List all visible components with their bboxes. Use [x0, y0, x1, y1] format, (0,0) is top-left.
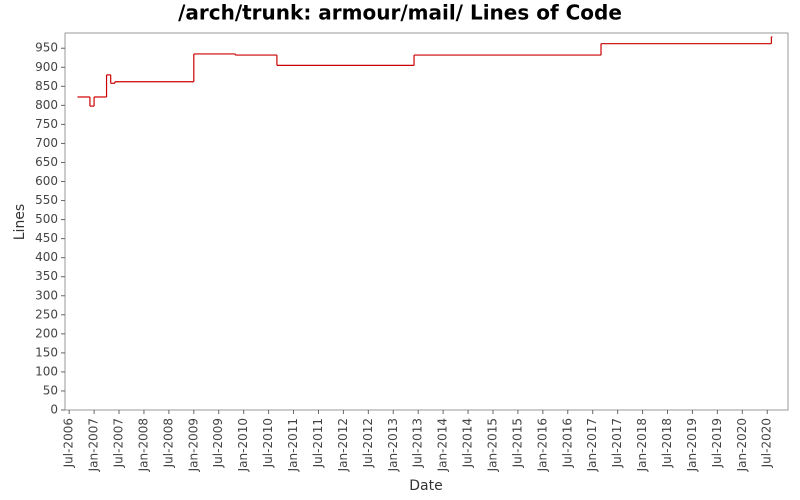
y-tick-label: 750: [35, 117, 58, 131]
y-tick-label: 450: [35, 231, 58, 245]
chart-title: /arch/trunk: armour/mail/ Lines of Code: [178, 1, 622, 25]
x-tick-label: Jul-2008: [161, 418, 175, 468]
x-tick-label: Jan-2013: [386, 418, 400, 472]
plot-area: [64, 32, 789, 411]
x-tick-label: Jan-2018: [635, 418, 649, 472]
x-tick-label: Jul-2017: [610, 418, 624, 468]
x-axis-label: Date: [409, 478, 442, 494]
y-tick-label: 900: [35, 60, 58, 74]
y-tick-label: 600: [35, 174, 58, 188]
x-tick-label: Jul-2012: [361, 418, 375, 468]
y-tick-label: 300: [35, 288, 58, 302]
y-tick-label: 250: [35, 307, 58, 321]
y-tick-label: 500: [35, 212, 58, 226]
y-axis-label: Lines: [12, 204, 28, 240]
x-tick-label: Jul-2019: [710, 418, 724, 468]
x-tick-label: Jan-2020: [735, 418, 749, 472]
x-tick-label: Jul-2014: [461, 418, 475, 468]
x-tick-label: Jul-2006: [62, 418, 76, 468]
y-tick-label: 550: [35, 193, 58, 207]
x-tick-label: Jan-2019: [685, 418, 699, 472]
x-tick-label: Jan-2009: [186, 418, 200, 472]
x-tick-label: Jan-2007: [87, 418, 101, 472]
y-tick-label: 200: [35, 326, 58, 340]
x-tick-label: Jan-2012: [336, 418, 350, 472]
y-tick-label: 950: [35, 41, 58, 55]
x-tick-label: Jul-2020: [760, 418, 774, 468]
x-tick-label: Jan-2011: [286, 418, 300, 472]
y-tick-label: 400: [35, 250, 58, 264]
x-tick-label: Jul-2011: [311, 418, 325, 468]
x-tick-label: Jan-2014: [436, 418, 450, 472]
y-tick-label: 700: [35, 136, 58, 150]
y-tick-label: 50: [43, 383, 58, 397]
y-tick-label: 0: [50, 403, 58, 417]
y-tick-label: 350: [35, 269, 58, 283]
y-tick-label: 150: [35, 345, 58, 359]
x-tick-label: Jul-2016: [560, 418, 574, 468]
x-tick-label: Jan-2017: [585, 418, 599, 472]
y-tick-label: 650: [35, 155, 58, 169]
x-tick-label: Jul-2015: [510, 418, 524, 468]
x-tick-label: Jan-2008: [136, 418, 150, 472]
y-tick-label: 100: [35, 364, 58, 378]
x-tick-label: Jul-2009: [211, 418, 225, 468]
x-tick-label: Jul-2007: [112, 418, 126, 468]
x-tick-label: Jan-2015: [485, 418, 499, 472]
x-tick-label: Jan-2010: [236, 418, 250, 472]
x-tick-label: Jul-2018: [660, 418, 674, 468]
y-tick-label: 850: [35, 79, 58, 93]
x-tick-label: Jan-2016: [535, 418, 549, 472]
y-tick-label: 800: [35, 98, 58, 112]
x-tick-label: Jul-2013: [411, 418, 425, 468]
x-tick-label: Jul-2010: [261, 418, 275, 468]
